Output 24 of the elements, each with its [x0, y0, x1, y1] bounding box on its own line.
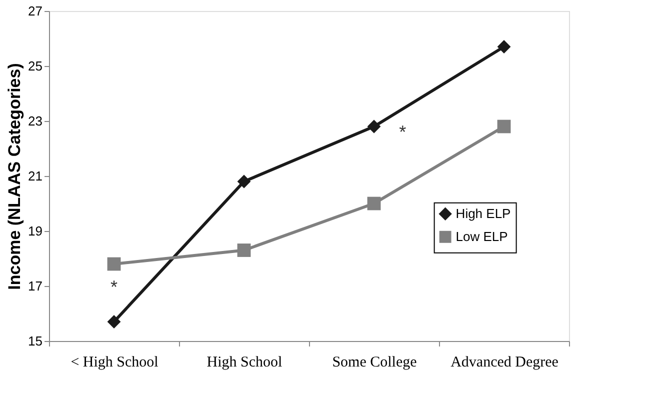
legend-label: Low ELP — [456, 228, 508, 244]
y-tick-label: 15 — [28, 334, 42, 348]
y-tick-label: 27 — [28, 4, 42, 18]
point — [367, 120, 381, 134]
y-axis-title: Income (NLAAS Categories) — [5, 63, 24, 290]
point — [237, 244, 251, 257]
point — [367, 196, 381, 210]
point — [107, 315, 121, 328]
point — [237, 174, 251, 188]
x-tick-label: Some College — [332, 354, 418, 370]
annotation: * — [399, 122, 406, 142]
point — [497, 120, 511, 134]
x-tick-label: High School — [206, 354, 282, 370]
y-tick-label: 25 — [28, 58, 42, 74]
y-tick-label: 19 — [28, 224, 42, 238]
x-tick-label: < High School — [70, 354, 158, 370]
y-tick-label: 23 — [28, 114, 42, 128]
point — [497, 40, 511, 54]
legend-label: High ELP — [456, 206, 511, 221]
x-tick-label: Advanced Degree — [450, 354, 559, 370]
point — [107, 257, 121, 271]
y-tick-label: 21 — [28, 168, 42, 184]
y-tick-label: 17 — [28, 278, 42, 294]
annotation: * — [110, 277, 118, 298]
